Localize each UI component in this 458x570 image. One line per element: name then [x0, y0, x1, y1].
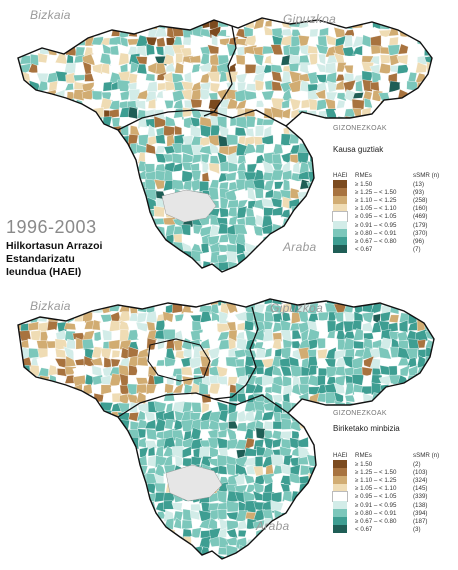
legend-row: ≥ 0.80 – < 0.91 (370) — [333, 228, 453, 238]
district-border — [147, 338, 211, 382]
legend-range: ≥ 0.95 – < 1.05 — [355, 213, 397, 221]
legend-count: (324) — [413, 476, 428, 484]
map-bottom-cause-label: Biriketako minbizia — [333, 424, 400, 433]
period-label: 1996-2003 — [6, 217, 97, 237]
legend-count: (2) — [413, 460, 421, 468]
legend-row: ≥ 1.50 (2) — [333, 459, 453, 469]
legend-row: < 0.67 (3) — [333, 525, 453, 535]
legend-header: HAEI RMEs sSMR (n) — [333, 450, 453, 460]
legend-count: (3) — [413, 526, 421, 534]
legend-header-haei: HAEI — [333, 451, 348, 459]
legend-range: ≥ 1.05 – < 1.10 — [355, 205, 397, 213]
legend-count: (93) — [413, 188, 425, 196]
legend-row: ≥ 0.91 – < 0.95 (138) — [333, 500, 453, 510]
legend-count: (145) — [413, 485, 428, 493]
province-border-bizkaia-gipuzkoa — [213, 306, 259, 400]
legend-count: (179) — [413, 221, 428, 229]
legend-row: ≥ 0.95 – < 1.05 (339) — [332, 491, 453, 503]
map-top-legend: HAEI RMEs sSMR (n) ≥ 1.50 (13) ≥ 1.25 – < 1.5… — [332, 170, 453, 255]
legend-header-ssmr: sSMR (n) — [413, 171, 440, 179]
map-top-cause-label: Kausa guztiak — [333, 145, 384, 154]
legend-range: ≥ 1.50 — [355, 460, 373, 468]
legend-header-rmes: RMEs — [355, 451, 372, 459]
indicator-title: Hilkortasun Arrazoi Estandarizatu Ieundu… — [6, 240, 103, 278]
legend-range: ≥ 1.50 — [355, 180, 373, 188]
choropleth-map-bottom — [17, 298, 435, 560]
legend-count: (370) — [413, 229, 428, 237]
legend-range: ≥ 0.91 – < 0.95 — [355, 501, 397, 509]
legend-row: ≥ 0.67 – < 0.80 (187) — [333, 516, 453, 526]
no-data-area — [161, 189, 217, 223]
legend-header-rmes: RMEs — [355, 171, 372, 179]
legend-header-haei: HAEI — [333, 171, 348, 179]
legend-range: < 0.67 — [355, 246, 373, 254]
legend-range: ≥ 0.80 – < 0.91 — [355, 509, 397, 517]
province-outline — [17, 298, 435, 560]
legend-row: ≥ 1.25 – < 1.50 (93) — [333, 187, 453, 197]
legend-header-ssmr: sSMR (n) — [413, 451, 440, 459]
legend-range: < 0.67 — [355, 526, 373, 534]
legend-count: (394) — [413, 509, 428, 517]
region-label-gipuzkoa: Gipuzkoa — [270, 301, 324, 315]
legend-row: ≥ 1.25 – < 1.50 (103) — [333, 467, 453, 477]
legend-row: ≥ 1.05 – < 1.10 (145) — [333, 484, 453, 494]
province-outline — [17, 17, 433, 273]
legend-count: (339) — [413, 493, 428, 501]
region-label-araba: Araba — [283, 240, 317, 254]
legend-count: (258) — [413, 196, 428, 204]
legend-row: ≥ 0.67 – < 0.80 (96) — [333, 236, 453, 246]
legend-count: (138) — [413, 501, 428, 509]
legend-row: ≥ 1.50 (13) — [333, 179, 453, 189]
legend-count: (160) — [413, 205, 428, 213]
legend-count: (103) — [413, 468, 428, 476]
legend-range: ≥ 1.10 – < 1.25 — [355, 476, 397, 484]
legend-range: ≥ 0.95 – < 1.05 — [355, 493, 397, 501]
legend-range: ≥ 1.25 – < 1.50 — [355, 188, 397, 196]
legend-range: ≥ 1.25 – < 1.50 — [355, 468, 397, 476]
map-bottom-sex-label: GIZONEZKOAK — [333, 410, 387, 417]
legend-row: ≥ 0.95 – < 1.05 (469) — [332, 211, 453, 223]
legend-row: ≥ 1.05 – < 1.10 (160) — [333, 204, 453, 214]
legend-range: ≥ 1.05 – < 1.10 — [355, 485, 397, 493]
province-border-araba — [117, 109, 287, 131]
region-label-bizkaia: Bizkaia — [30, 8, 71, 22]
legend-count: (7) — [413, 246, 421, 254]
legend-swatch — [333, 525, 347, 535]
legend-count: (469) — [413, 213, 428, 221]
map-top-sex-label: GIZONEZKOAK — [333, 125, 387, 132]
legend-range: ≥ 0.67 – < 0.80 — [355, 237, 397, 245]
legend-row: ≥ 1.10 – < 1.25 (258) — [333, 195, 453, 205]
legend-row: ≥ 1.10 – < 1.25 (324) — [333, 475, 453, 485]
legend-range: ≥ 0.80 – < 0.91 — [355, 229, 397, 237]
no-data-area — [165, 464, 223, 502]
legend-count: (13) — [413, 180, 425, 188]
legend-row: < 0.67 (7) — [333, 245, 453, 255]
legend-count: (96) — [413, 237, 425, 245]
province-border-araba — [117, 392, 289, 418]
choropleth-map-top — [17, 17, 433, 273]
map-bottom-legend: HAEI RMEs sSMR (n) ≥ 1.50 (2) ≥ 1.25 – < 1.50… — [332, 450, 453, 535]
region-label-gipuzkoa: Gipuzkoa — [283, 12, 337, 26]
legend-row: ≥ 0.91 – < 0.95 (179) — [333, 220, 453, 230]
legend-range: ≥ 1.10 – < 1.25 — [355, 196, 397, 204]
legend-header: HAEI RMEs sSMR (n) — [333, 170, 453, 180]
legend-count: (187) — [413, 517, 428, 525]
legend-swatch — [333, 245, 347, 255]
legend-range: ≥ 0.91 – < 0.95 — [355, 221, 397, 229]
region-label-araba: Araba — [256, 519, 290, 533]
legend-row: ≥ 0.80 – < 0.91 (394) — [333, 508, 453, 518]
region-label-bizkaia: Bizkaia — [30, 299, 71, 313]
legend-range: ≥ 0.67 – < 0.80 — [355, 517, 397, 525]
